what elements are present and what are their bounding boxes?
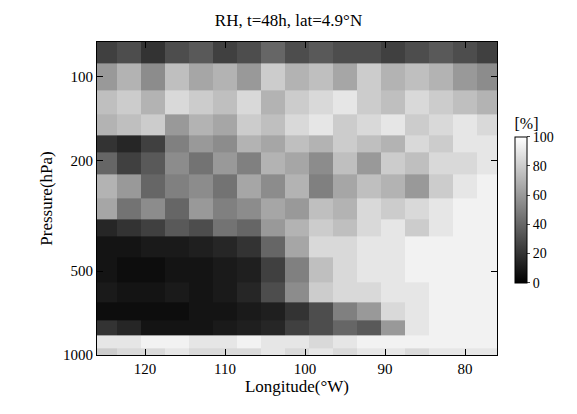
svg-text:100: 100 [71,69,94,85]
svg-text:[%]: [%] [515,115,539,132]
svg-text:40: 40 [533,217,547,232]
svg-text:200: 200 [71,153,94,169]
svg-text:100: 100 [533,130,554,145]
svg-text:80: 80 [458,361,473,377]
svg-text:RH, t=48h, lat=4.9°N: RH, t=48h, lat=4.9°N [215,11,362,30]
svg-text:20: 20 [533,246,547,261]
svg-text:0: 0 [533,276,540,291]
svg-text:1000: 1000 [63,347,93,363]
svg-text:100: 100 [294,361,317,377]
svg-text:60: 60 [533,188,547,203]
svg-text:500: 500 [71,263,94,279]
svg-text:Pressure(hPa): Pressure(hPa) [37,151,56,245]
svg-text:Longitude(°W): Longitude(°W) [245,377,349,396]
svg-text:120: 120 [134,361,157,377]
svg-text:110: 110 [214,361,236,377]
svg-text:80: 80 [533,159,547,174]
svg-text:90: 90 [378,361,393,377]
